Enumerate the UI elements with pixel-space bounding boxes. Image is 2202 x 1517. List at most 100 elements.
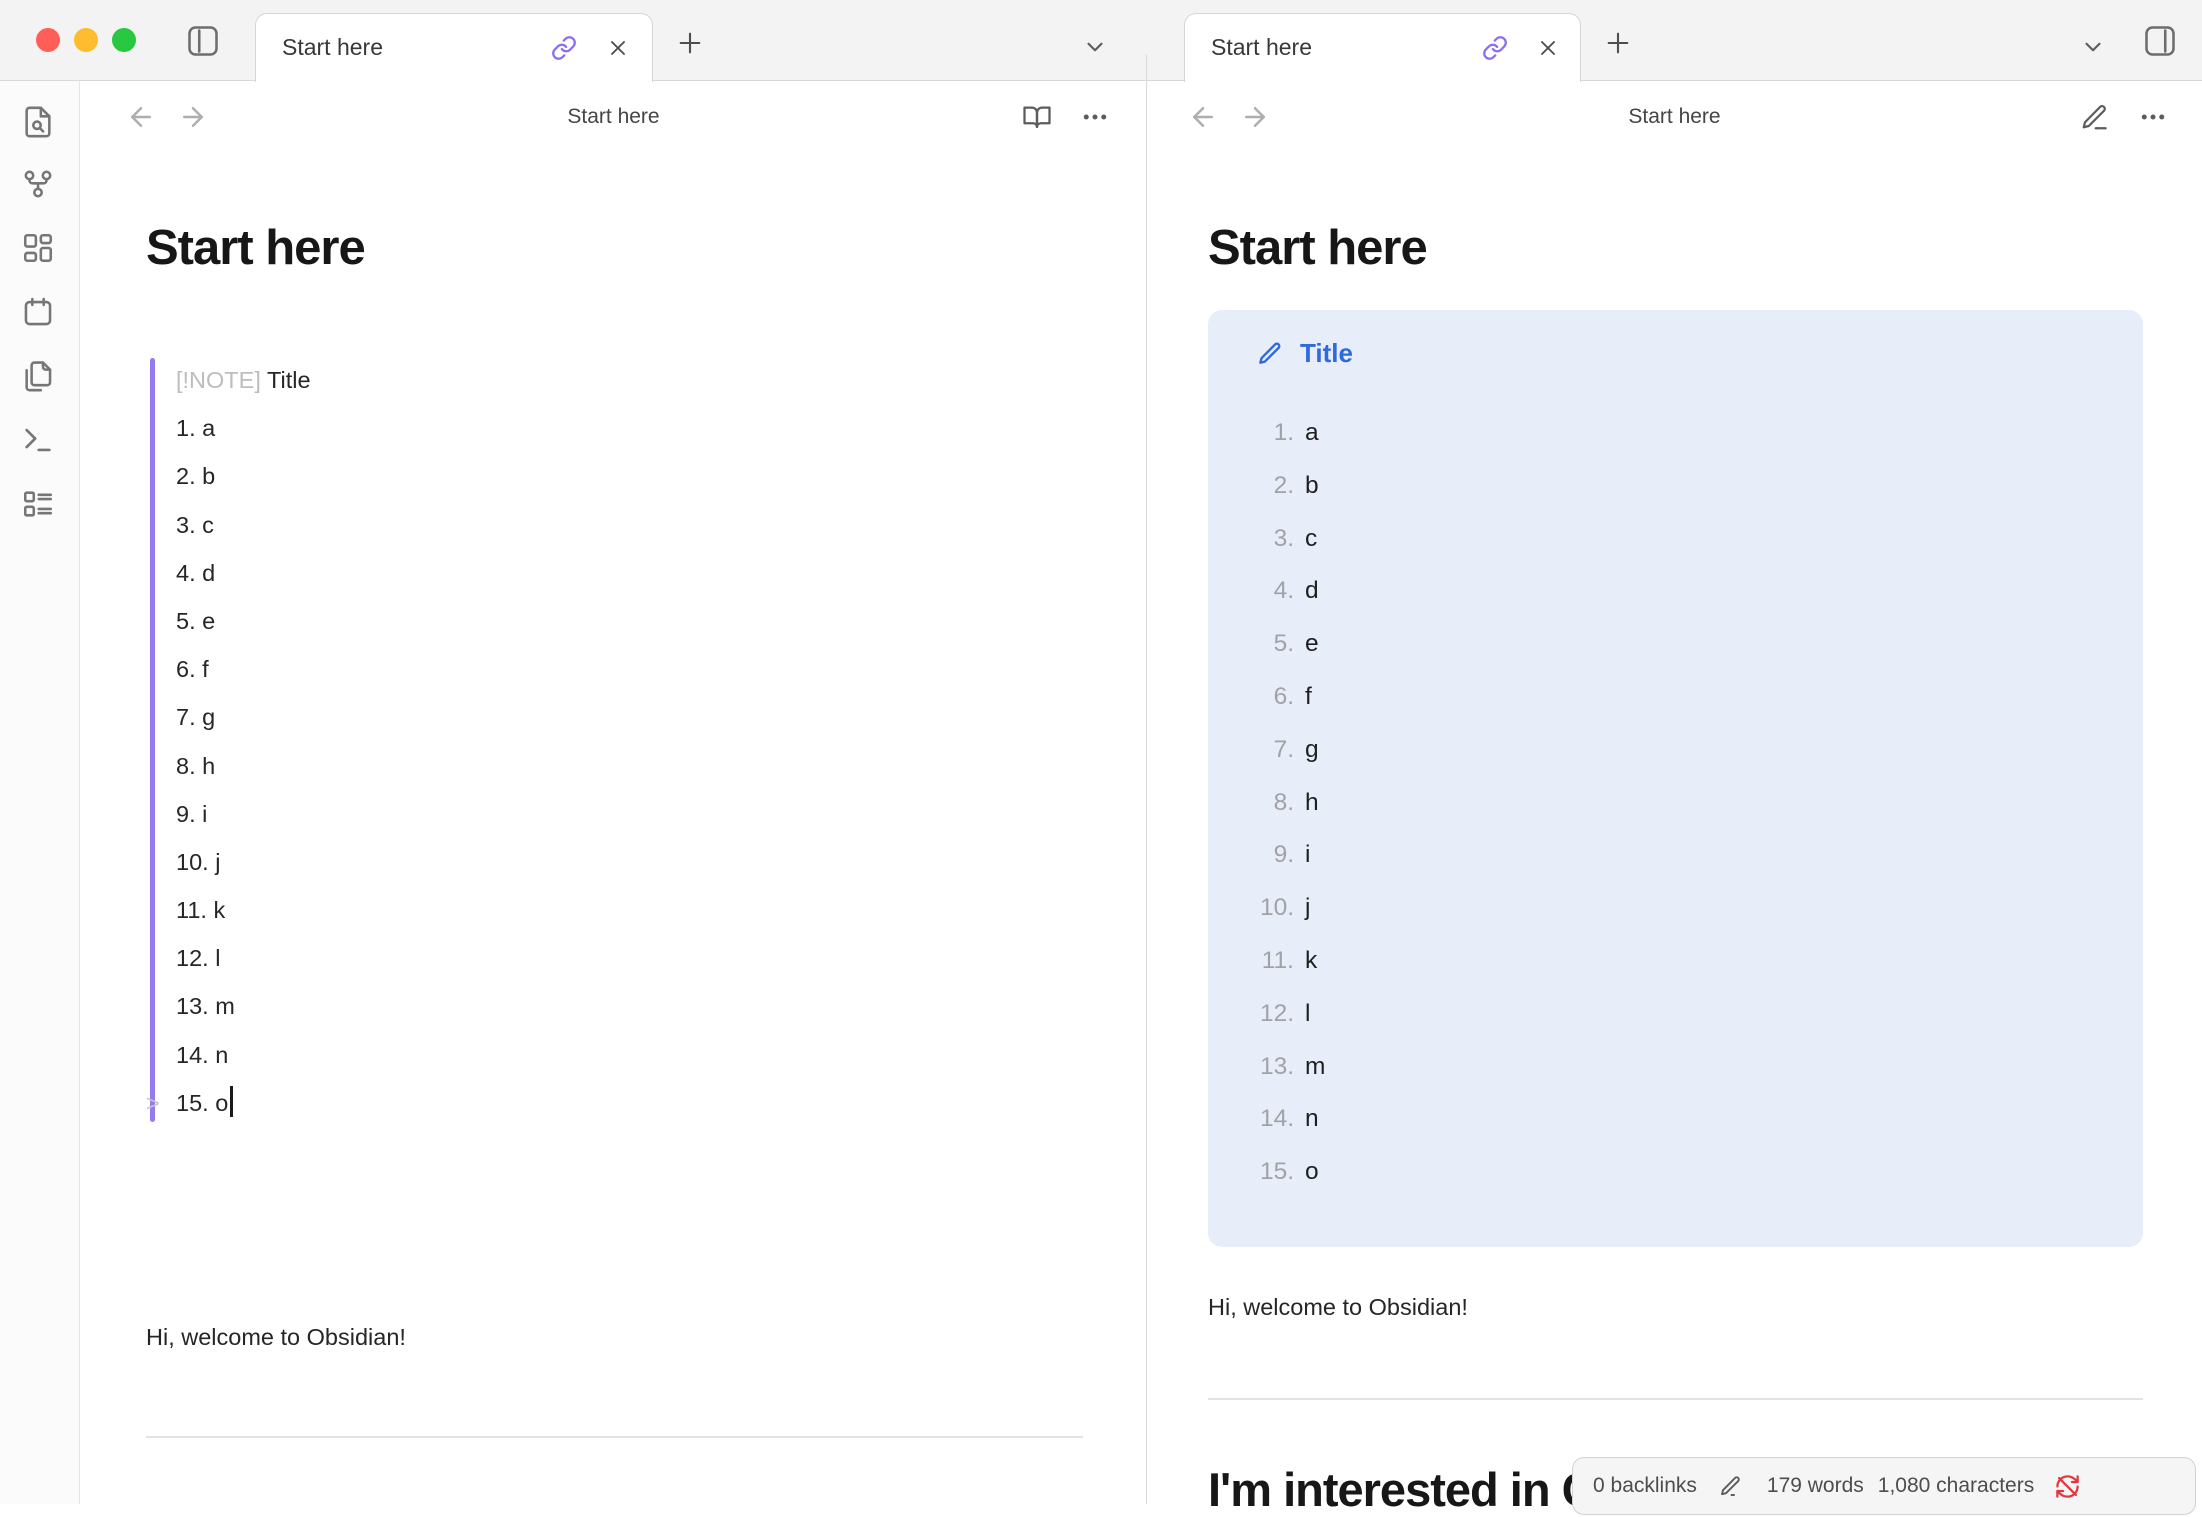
callout-type-marker: [!NOTE] (176, 367, 261, 393)
list-item-text: a (1305, 419, 1319, 446)
linked-tab-icon (551, 35, 577, 61)
note-inline-title[interactable]: Start here (146, 221, 366, 275)
tab-strip: Start here Start here (0, 0, 2202, 82)
list-item-text: l (1305, 999, 1311, 1027)
pane-divider[interactable] (1146, 55, 1147, 1504)
more-options-icon[interactable] (2138, 102, 2168, 132)
tab-list-chevron-icon[interactable] (1082, 34, 1108, 60)
source-list-line[interactable]: 4. d (176, 559, 216, 586)
horizontal-rule (1208, 1398, 2143, 1400)
window-close-button[interactable] (36, 28, 60, 52)
callout-ordered-list: 1. a 2. b 3. c 4. d 5. e 6. f 7. g 8. h 9. i 10. j 11. k 12. l 1… (1208, 407, 1325, 1199)
list-item-text: i (1305, 841, 1311, 869)
callout-quote-border (150, 358, 155, 1122)
list-item-number: 8. (1273, 788, 1294, 816)
list-item: 7. g (1208, 724, 1325, 777)
source-list-line[interactable]: 5. e (176, 607, 216, 634)
list-item-number: 3. (1273, 524, 1294, 552)
list-item-number: 5. (1273, 630, 1294, 658)
source-list-line[interactable]: 8. h (176, 752, 216, 779)
list-item-number: 6. (1273, 682, 1294, 710)
window-minimize-button[interactable] (74, 28, 98, 52)
list-item-number: 4. (1273, 577, 1294, 605)
source-list-line[interactable]: 6. f (176, 656, 209, 683)
list-item-text: f (1305, 682, 1312, 710)
character-count: 1,080 characters (1877, 1474, 2035, 1497)
tab-list-chevron-icon[interactable] (2080, 34, 2106, 60)
list-item-text: k (1305, 946, 1318, 974)
source-list-line[interactable]: 9. i (176, 800, 208, 827)
navigate-back-icon[interactable] (1188, 102, 1218, 132)
list-item: 8. h (1208, 777, 1325, 830)
source-list-line[interactable]: 12. l (176, 945, 221, 972)
note-inline-title: Start here (1208, 221, 1428, 275)
search-note-icon[interactable] (21, 105, 55, 139)
blockquote-marker: > (146, 1089, 160, 1116)
daily-note-calendar-icon[interactable] (21, 295, 55, 329)
list-item-text: m (1305, 1052, 1326, 1080)
callout-title-text: Title (266, 367, 311, 393)
tab-title: Start here (282, 34, 383, 60)
list-item: 9. i (1208, 829, 1325, 882)
linked-tab-icon (1482, 35, 1508, 61)
callout-title-row: Title (1257, 338, 1353, 369)
graph-view-icon[interactable] (21, 167, 55, 201)
list-item-number: 9. (1273, 841, 1294, 869)
editor-callout-source[interactable]: [!NOTE] Title 1. a 2. b 3. c 4. d 5. e 6. f 7.… (146, 356, 311, 1127)
list-item-number: 12. (1259, 999, 1294, 1027)
tab-close-icon[interactable] (1536, 36, 1560, 60)
reading-mode-book-icon[interactable] (1022, 102, 1052, 132)
source-list-line[interactable]: 1. a (176, 415, 216, 442)
right-sidebar-toggle-icon[interactable] (2142, 23, 2178, 59)
navigate-back-icon[interactable] (126, 102, 156, 132)
list-item: 6. f (1208, 671, 1325, 724)
horizontal-rule (146, 1436, 1083, 1438)
navigate-forward-icon[interactable] (1240, 102, 1270, 132)
more-options-icon[interactable] (1080, 102, 1110, 132)
list-item: 11. k (1208, 935, 1325, 988)
navigate-forward-icon[interactable] (178, 102, 208, 132)
terminal-icon[interactable] (21, 423, 55, 457)
list-item-number: 15. (1259, 1158, 1294, 1186)
edit-status-pencil-icon (1719, 1474, 1743, 1498)
left-sidebar-toggle-icon[interactable] (185, 23, 221, 59)
templates-files-icon[interactable] (21, 359, 55, 393)
list-item: 13. m (1208, 1041, 1325, 1094)
list-item-text: d (1305, 577, 1319, 605)
paragraph[interactable]: Hi, welcome to Obsidian! (146, 1324, 406, 1350)
backlinks-count[interactable]: 0 backlinks (1593, 1474, 1697, 1497)
list-item-text: h (1305, 788, 1319, 816)
source-list-line[interactable]: 11. k (176, 897, 226, 924)
source-list-line[interactable]: 3. c (176, 511, 214, 538)
canvas-icon[interactable] (21, 231, 55, 265)
sync-off-icon[interactable] (2054, 1473, 2081, 1500)
list-item-text: n (1305, 1105, 1319, 1133)
list-item-text: b (1305, 471, 1319, 499)
source-list-line[interactable]: 14. n (176, 1041, 229, 1068)
window-zoom-button[interactable] (112, 28, 136, 52)
list-item-number: 1. (1273, 419, 1294, 446)
list-item: 14. n (1208, 1093, 1325, 1146)
source-list-line[interactable]: >15. o (146, 1079, 311, 1127)
view-header-title: Start here (1628, 105, 1721, 128)
source-list-line[interactable]: 7. g (176, 704, 216, 731)
list-rows-icon[interactable] (21, 487, 55, 521)
left-ribbon (0, 81, 80, 1504)
callout-pencil-icon (1257, 340, 1284, 367)
tab-right-start-here[interactable]: Start here (1184, 13, 1581, 82)
tab-close-icon[interactable] (606, 36, 630, 60)
list-item-number: 13. (1259, 1052, 1294, 1080)
edit-mode-pencil-icon[interactable] (2080, 102, 2110, 132)
new-tab-button[interactable] (676, 29, 704, 57)
source-list-line[interactable]: 2. b (176, 463, 216, 490)
list-item: 10. j (1208, 882, 1325, 935)
list-item-number: 14. (1259, 1105, 1294, 1133)
list-item: 12. l (1208, 988, 1325, 1041)
next-section-heading: I'm interested in C (1208, 1463, 1596, 1516)
source-list-line[interactable]: 13. m (176, 993, 235, 1020)
paragraph: Hi, welcome to Obsidian! (1208, 1294, 1468, 1320)
callout-header-line[interactable]: [!NOTE] Title (176, 356, 311, 404)
tab-left-start-here[interactable]: Start here (255, 13, 653, 82)
source-list-line[interactable]: 10. j (176, 848, 221, 875)
new-tab-button[interactable] (1604, 29, 1632, 57)
